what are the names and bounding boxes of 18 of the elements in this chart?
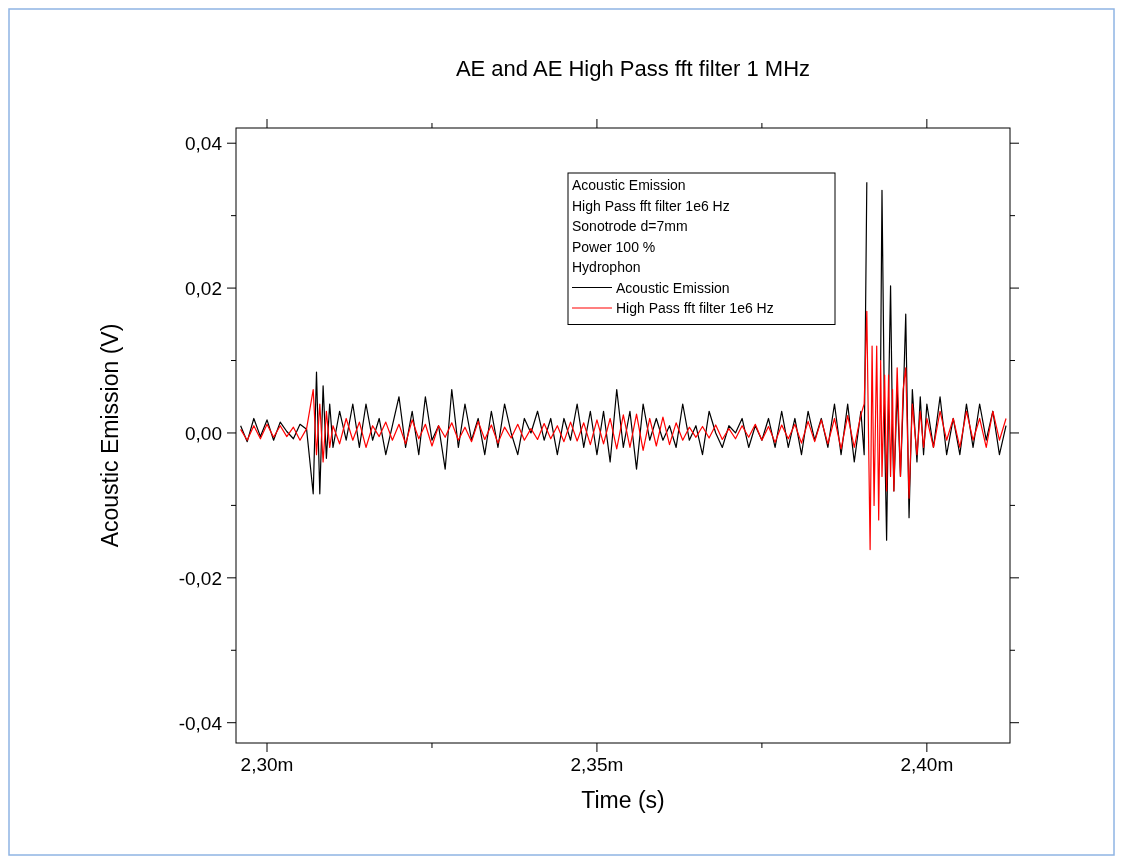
y-tick-label: 0,02 [185,278,222,300]
x-tick-label: 2,40m [900,754,954,775]
legend-label: Acoustic Emission [616,279,730,296]
annotation: Hydrophon [572,259,641,275]
annotation: Power 100 % [572,238,656,255]
y-tick-label: 0,00 [185,422,222,444]
legend-label: High Pass fft filter 1e6 Hz [616,300,774,316]
x-tick-label: 2,35m [570,754,624,775]
y-tick-label: -0,02 [178,567,222,589]
annotation: Sonotrode d=7mm [572,218,688,234]
x-axis-title: Time (s) [581,787,665,813]
x-tick-label: 2,30m [240,754,294,775]
y-tick-label: 0,04 [185,133,223,155]
annotation: Acoustic Emission [572,177,686,193]
y-tick-label: -0,04 [178,712,223,734]
annotation: High Pass fft filter 1e6 Hz [572,197,730,214]
chart-title: AE and AE High Pass fft filter 1 MHz [455,56,811,81]
y-axis-title: Acoustic Emission (V) [97,323,123,548]
